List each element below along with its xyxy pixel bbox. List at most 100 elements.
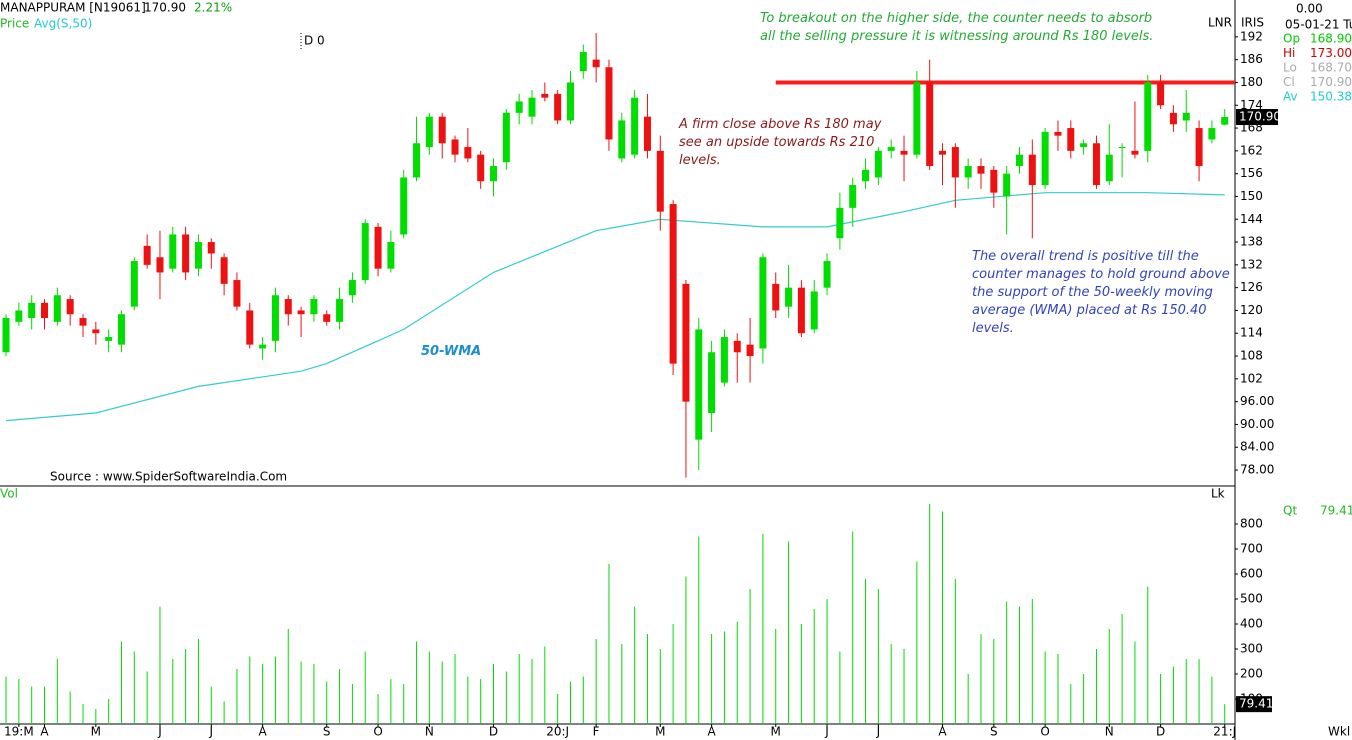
candle-body — [361, 223, 369, 281]
candle-body — [720, 337, 728, 383]
info-label: Op — [1283, 32, 1300, 46]
candle-body — [143, 245, 151, 265]
y-tick-label: 144 — [1240, 212, 1263, 226]
candle-body — [246, 310, 254, 345]
candle-body — [1092, 143, 1100, 186]
x-tick-label: A — [707, 725, 716, 739]
info-value: 170.90 — [1310, 75, 1352, 89]
candle-body — [759, 257, 767, 349]
candle-body — [951, 147, 959, 178]
candle-body — [874, 150, 882, 178]
candle-body — [669, 204, 677, 364]
y-tick-label: 78.00 — [1240, 463, 1274, 477]
candle-body — [413, 143, 421, 178]
period-label: Wkl — [1328, 725, 1350, 739]
candle-body — [862, 169, 870, 182]
candle-body — [348, 280, 356, 296]
candle-body — [182, 234, 190, 273]
candle-body — [259, 344, 267, 349]
last-price: 170.90 — [144, 1, 186, 15]
volume-tick-label: 600 — [1240, 567, 1263, 581]
y-tick-label: 192 — [1240, 29, 1263, 43]
candle-body — [836, 207, 844, 239]
price-label: Price — [0, 17, 29, 31]
candle-body — [1131, 150, 1139, 155]
candle-body — [28, 302, 36, 319]
candle-body — [643, 116, 651, 151]
info-label: Cl — [1283, 75, 1295, 89]
annotation-line: levels. — [679, 153, 721, 168]
candle-body — [233, 280, 241, 307]
candle-body — [772, 283, 780, 311]
change: 2.21% — [194, 1, 232, 15]
candle-body — [438, 116, 446, 144]
cursor-label: D 0 — [304, 34, 325, 48]
x-tick-label: 20:J — [546, 725, 569, 739]
candle-body — [41, 302, 49, 319]
candle-body — [579, 52, 587, 72]
candle-body — [310, 299, 318, 315]
y-tick-label: 186 — [1240, 52, 1263, 66]
candle-body — [156, 257, 164, 273]
candle-body — [541, 93, 549, 98]
candle-body — [117, 314, 125, 345]
y-tick-label: 90.00 — [1240, 417, 1274, 431]
qt-value: 79.41 — [1320, 504, 1352, 518]
candle-body — [374, 226, 382, 269]
volume-label: Vol — [0, 487, 18, 501]
last-price-box — [1236, 109, 1278, 126]
candle-body — [336, 299, 344, 322]
candle-body — [900, 150, 908, 155]
x-tick-label: J — [824, 725, 829, 739]
last-volume-box — [1236, 696, 1272, 713]
info-value: 173.00 — [1310, 46, 1352, 60]
volume-tick-label: 700 — [1240, 542, 1263, 556]
candle-body — [695, 329, 703, 440]
annotation: To breakout on the higher side, the coun… — [760, 10, 1153, 46]
candle-body — [194, 242, 202, 269]
volume-tick-label: 200 — [1240, 667, 1263, 681]
candle-body — [451, 139, 459, 155]
annotation-line: To breakout on the higher side, the coun… — [760, 11, 1153, 26]
candle-body — [515, 101, 523, 113]
candle-body — [733, 340, 741, 353]
last-volume-label: 79.41 — [1239, 697, 1273, 711]
candle-body — [618, 120, 626, 159]
candle-body — [130, 261, 138, 307]
candle-body — [656, 150, 664, 212]
annotation: The overall trend is positive till the co… — [972, 248, 1230, 338]
moving-average — [5, 192, 1225, 422]
candle-body — [323, 314, 331, 322]
date-label: 05-01-21 Tu — [1285, 18, 1352, 32]
y-tick-label: 114 — [1240, 326, 1263, 340]
x-tick-label: O — [373, 725, 382, 739]
annotation-line: see an upside towards Rs 210 — [679, 135, 875, 150]
y-tick-label: 108 — [1240, 349, 1263, 363]
panel-value: 0.00 — [1296, 2, 1323, 16]
info-value: 150.38 — [1310, 90, 1352, 104]
annotation-line: The overall trend is positive till the — [972, 249, 1199, 264]
x-tick-label: J — [157, 725, 162, 739]
volume-tick-label: 800 — [1240, 517, 1263, 531]
y-tick-label: 150 — [1240, 189, 1263, 203]
candle-body — [1028, 154, 1036, 186]
candle-body — [1041, 131, 1049, 186]
candle-body — [15, 310, 23, 322]
candle-body — [1182, 112, 1190, 121]
y-tick-label: 126 — [1240, 280, 1263, 294]
annotation-line: all the selling pressure it is witnessin… — [760, 29, 1154, 44]
annotation-line: A firm close above Rs 180 may — [679, 117, 882, 132]
candle-body — [823, 261, 831, 288]
x-tick-label: F — [593, 725, 600, 739]
y-tick-label: 84.00 — [1240, 440, 1274, 454]
info-value: 168.70 — [1310, 61, 1352, 75]
candle-body — [708, 352, 716, 414]
candle-body — [425, 116, 433, 148]
x-tick-label: M — [655, 725, 665, 739]
x-tick-label: A — [40, 725, 49, 739]
candle-body — [53, 295, 61, 322]
info-label: Av — [1283, 90, 1298, 104]
candle-body — [977, 166, 985, 174]
candle-body — [387, 242, 395, 269]
